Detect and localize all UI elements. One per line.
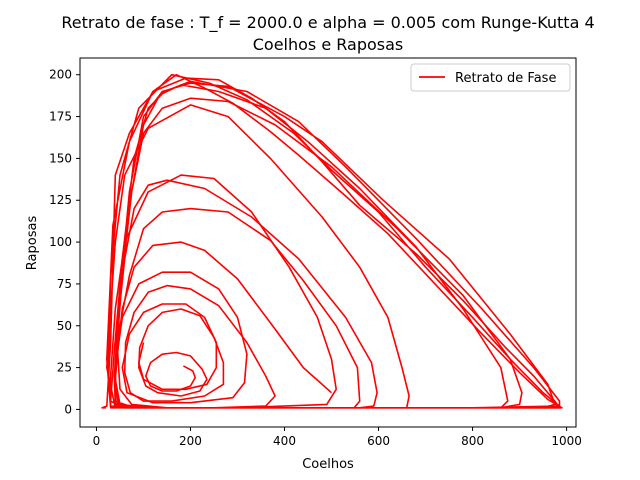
x-tick-label: 1000 — [551, 434, 582, 448]
y-axis-label: Raposas — [25, 216, 40, 271]
phase-trajectory-line — [101, 73, 563, 409]
legend: Retrato de Fase — [410, 63, 571, 92]
y-axis: 0 25 50 75 100 125 150 175 200 — [49, 68, 80, 416]
y-tick-label: 25 — [57, 361, 72, 375]
y-tick-label: 200 — [49, 68, 72, 82]
x-tick-label: 600 — [367, 434, 390, 448]
x-tick-label: 0 — [93, 434, 101, 448]
y-tick-label: 0 — [64, 402, 72, 416]
x-axis: 0 200 400 600 800 1000 — [93, 427, 582, 448]
legend-entry: Retrato de Fase — [455, 71, 556, 86]
chart-subtitle: Coelhos e Raposas — [253, 35, 404, 54]
series-layer — [101, 73, 563, 409]
y-tick-label: 150 — [49, 151, 72, 165]
x-tick-label: 400 — [273, 434, 296, 448]
legend-box — [410, 63, 571, 92]
y-tick-label: 75 — [57, 277, 72, 291]
y-tick-label: 175 — [49, 110, 72, 124]
y-tick-label: 50 — [57, 319, 72, 333]
chart-title: Retrato de fase : T_f = 2000.0 e alpha =… — [61, 13, 594, 33]
x-tick-label: 200 — [179, 434, 202, 448]
x-axis-label: Coelhos — [302, 457, 354, 472]
phase-trajectory-line — [109, 80, 561, 409]
y-tick-label: 125 — [49, 193, 72, 207]
y-tick-label: 100 — [49, 235, 72, 249]
x-tick-label: 800 — [461, 434, 484, 448]
